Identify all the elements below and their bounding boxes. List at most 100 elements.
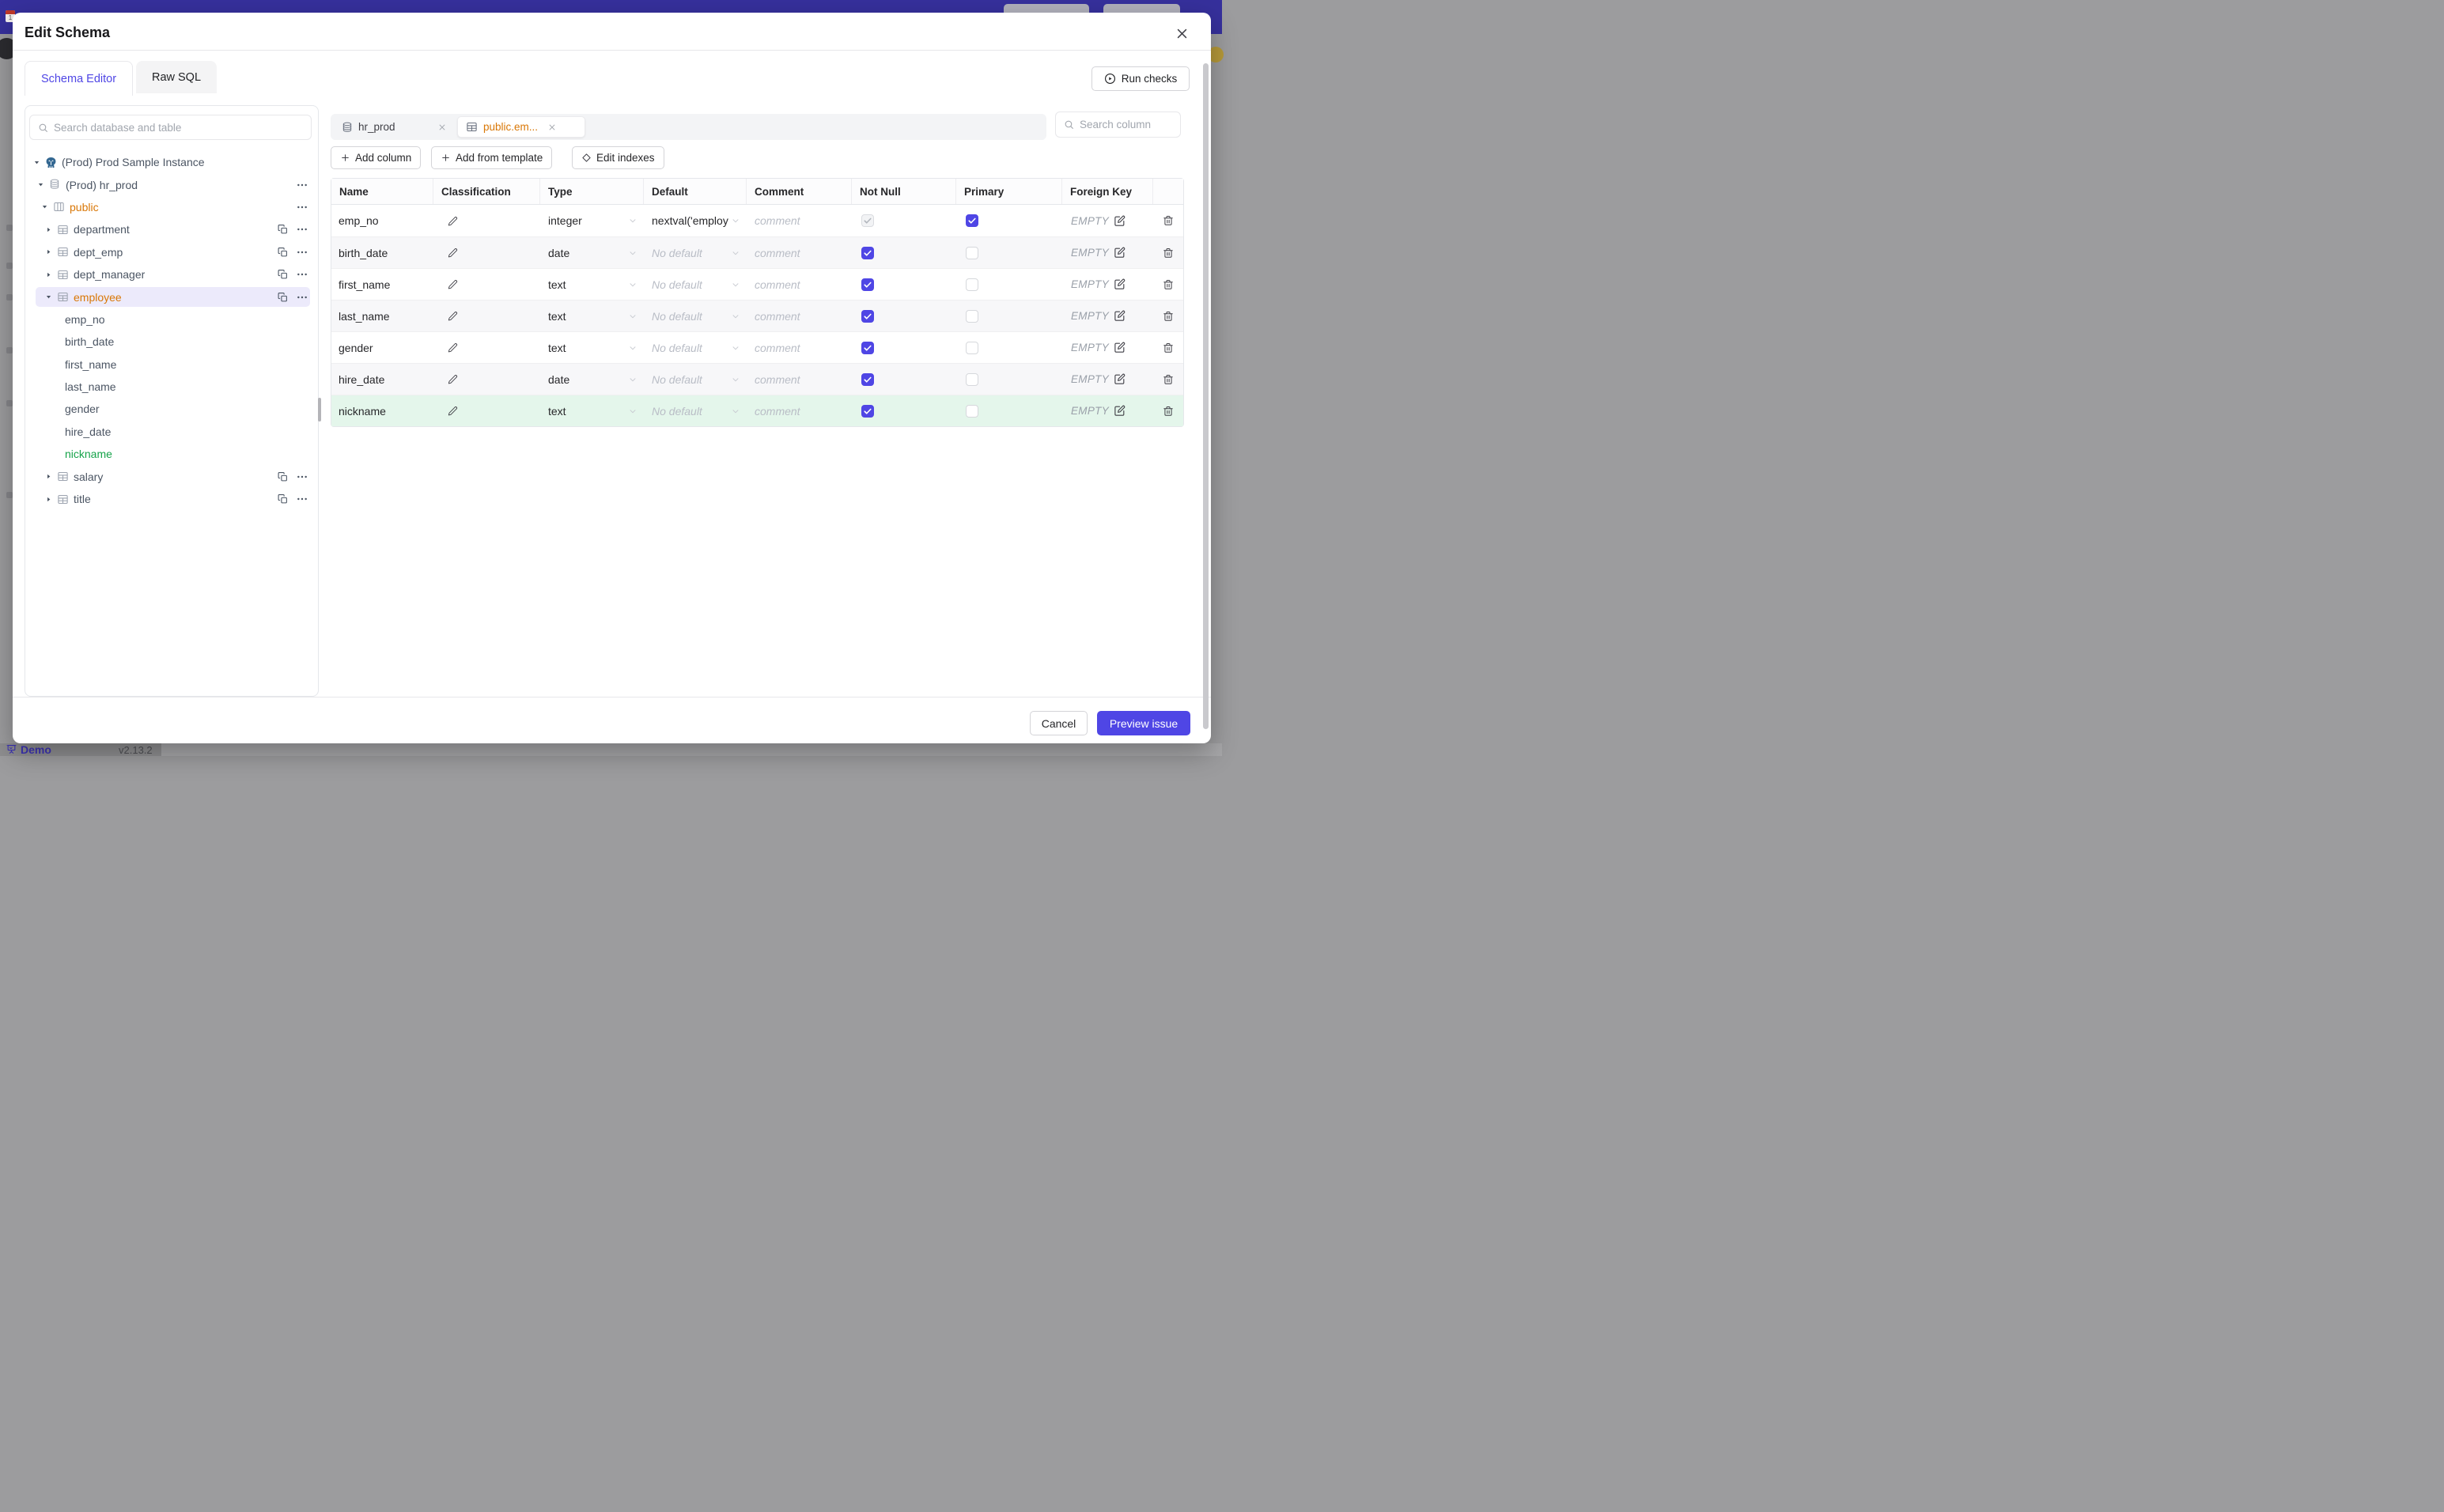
default-select[interactable]: No default (644, 395, 747, 426)
caret-down-icon[interactable] (36, 181, 44, 188)
tree-column-gender[interactable]: gender (25, 398, 318, 420)
panel-resize-handle[interactable] (318, 398, 321, 421)
pencil-icon[interactable] (448, 374, 458, 384)
type-select[interactable]: date (540, 364, 644, 395)
default-select[interactable]: No default (644, 301, 747, 331)
primary-checkbox[interactable] (966, 341, 978, 354)
not-null-checkbox[interactable] (861, 372, 874, 386)
column-search-input[interactable] (1080, 119, 1174, 130)
comment-input[interactable]: comment (747, 205, 852, 236)
more-options-icon[interactable] (297, 493, 308, 505)
copy-icon[interactable] (278, 247, 288, 257)
preview-issue-button[interactable]: Preview issue (1097, 711, 1190, 735)
default-select[interactable]: No default (644, 269, 747, 300)
square-pen-icon[interactable] (1114, 373, 1126, 385)
cancel-button[interactable]: Cancel (1030, 711, 1088, 735)
default-select[interactable]: nextval('employ (644, 205, 747, 236)
caret-right-icon[interactable] (44, 271, 52, 278)
primary-checkbox[interactable] (966, 404, 978, 418)
close-tab-icon[interactable] (438, 123, 446, 131)
edit-indexes-button[interactable]: Edit indexes (572, 146, 664, 169)
square-pen-icon[interactable] (1114, 342, 1126, 353)
caret-down-icon[interactable] (32, 159, 40, 166)
more-options-icon[interactable] (297, 247, 308, 258)
more-options-icon[interactable] (297, 471, 308, 482)
primary-checkbox[interactable] (966, 309, 978, 323)
tree-column-emp_no[interactable]: emp_no (25, 308, 318, 331)
trash-icon[interactable] (1163, 374, 1174, 385)
pencil-icon[interactable] (448, 342, 458, 353)
column-name-cell[interactable]: hire_date (339, 372, 385, 386)
tree-item-dept_manager[interactable]: dept_manager (25, 263, 318, 285)
pencil-icon[interactable] (448, 216, 458, 226)
tree-column-last_name[interactable]: last_name (25, 376, 318, 398)
caret-right-icon[interactable] (44, 226, 52, 233)
close-tab-icon[interactable] (548, 123, 556, 131)
tree-item-dept_emp[interactable]: dept_emp (25, 241, 318, 263)
copy-icon[interactable] (278, 292, 288, 302)
column-name-cell[interactable]: birth_date (339, 246, 388, 259)
comment-input[interactable]: comment (747, 395, 852, 426)
trash-icon[interactable] (1163, 342, 1174, 353)
trash-icon[interactable] (1163, 215, 1174, 226)
square-pen-icon[interactable] (1114, 247, 1126, 259)
type-select[interactable]: date (540, 237, 644, 268)
comment-input[interactable]: comment (747, 364, 852, 395)
caret-right-icon[interactable] (44, 473, 52, 480)
caret-down-icon[interactable] (40, 203, 48, 210)
type-select[interactable]: text (540, 269, 644, 300)
not-null-checkbox[interactable] (861, 404, 874, 418)
more-options-icon[interactable] (297, 224, 308, 235)
comment-input[interactable]: comment (747, 301, 852, 331)
square-pen-icon[interactable] (1114, 278, 1126, 290)
default-select[interactable]: No default (644, 364, 747, 395)
primary-checkbox[interactable] (966, 214, 978, 227)
tree-item-department[interactable]: department (25, 218, 318, 240)
caret-down-icon[interactable] (44, 293, 52, 301)
copy-icon[interactable] (278, 471, 288, 482)
tree-item-salary[interactable]: salary (25, 465, 318, 487)
comment-input[interactable]: comment (747, 237, 852, 268)
more-options-icon[interactable] (297, 269, 308, 280)
pencil-icon[interactable] (448, 406, 458, 416)
column-name-cell[interactable]: first_name (339, 278, 391, 291)
database-search-input[interactable] (54, 121, 305, 134)
default-select[interactable]: No default (644, 332, 747, 363)
copy-icon[interactable] (278, 270, 288, 280)
trash-icon[interactable] (1163, 248, 1174, 259)
tree-item-title[interactable]: title (25, 488, 318, 510)
tree-item-employee[interactable]: employee (25, 285, 318, 308)
open-tab-hr_prod[interactable]: hr_prod (334, 116, 454, 138)
type-select[interactable]: text (540, 332, 644, 363)
modal-scrollbar-thumb[interactable] (1203, 63, 1209, 729)
tree-column-hire_date[interactable]: hire_date (25, 421, 318, 443)
trash-icon[interactable] (1163, 406, 1174, 417)
trash-icon[interactable] (1163, 311, 1174, 322)
caret-right-icon[interactable] (44, 248, 52, 255)
tab-raw-sql[interactable]: Raw SQL (136, 61, 217, 93)
type-select[interactable]: text (540, 301, 644, 331)
run-checks-button[interactable]: Run checks (1091, 66, 1190, 91)
column-name-cell[interactable]: emp_no (339, 214, 379, 227)
more-options-icon[interactable] (297, 292, 308, 303)
more-options-icon[interactable] (297, 180, 308, 191)
tree-column-birth_date[interactable]: birth_date (25, 331, 318, 353)
square-pen-icon[interactable] (1114, 215, 1126, 227)
pencil-icon[interactable] (448, 248, 458, 258)
close-icon[interactable] (1175, 27, 1190, 41)
tree-item--Prod-hr_prod[interactable]: (Prod) hr_prod (25, 173, 318, 195)
copy-icon[interactable] (278, 225, 288, 235)
column-name-cell[interactable]: gender (339, 341, 373, 354)
not-null-checkbox[interactable] (861, 341, 874, 354)
more-options-icon[interactable] (297, 202, 308, 213)
not-null-checkbox[interactable] (861, 278, 874, 291)
comment-input[interactable]: comment (747, 332, 852, 363)
open-tab-public-em-[interactable]: public.em... (457, 116, 585, 138)
copy-icon[interactable] (278, 494, 288, 505)
tab-schema-editor[interactable]: Schema Editor (25, 61, 133, 96)
primary-checkbox[interactable] (966, 372, 978, 386)
type-select[interactable]: integer (540, 205, 644, 236)
pencil-icon[interactable] (448, 279, 458, 289)
type-select[interactable]: text (540, 395, 644, 426)
column-name-cell[interactable]: nickname (339, 404, 386, 418)
